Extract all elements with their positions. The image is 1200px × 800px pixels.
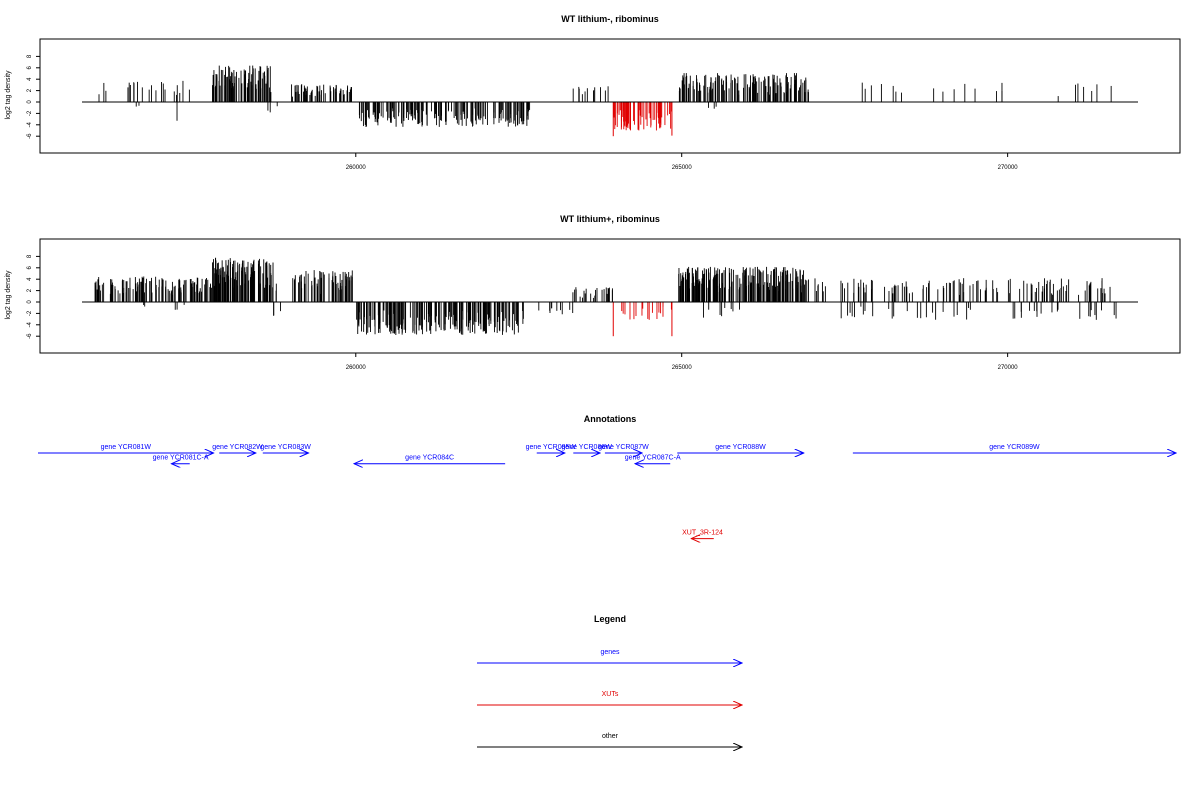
- annotation-label: gene YCR081C-A: [153, 455, 209, 462]
- y-tick-label: -2: [27, 110, 33, 116]
- x-tick-label: 265000: [672, 165, 693, 171]
- y-axis: -6 -4 -2 0 2 4 6 8: [27, 54, 40, 139]
- annotation-label: gene YCR089W: [989, 444, 1040, 451]
- y-tick-label: -4: [27, 121, 33, 127]
- density-bars: [94, 257, 1117, 337]
- y-axis: -6 -4 -2 0 2 4 6 8: [27, 254, 40, 339]
- legend-title: Legend: [594, 614, 626, 624]
- plot-frame: [39, 38, 1181, 154]
- x-axis: 260000 265000 270000: [346, 153, 1019, 171]
- annotation-label: gene YCR081W: [101, 444, 152, 451]
- panel-title: WT lithium-, ribominus: [561, 14, 659, 24]
- y-tick-label: 2: [27, 288, 33, 292]
- annotation-label: gene YCR083W: [260, 444, 311, 451]
- panel-title: WT lithium+, ribominus: [560, 214, 660, 224]
- annotation-label: XUT_3R-124: [682, 530, 723, 537]
- y-tick-label: 4: [27, 77, 33, 81]
- annotation-label: gene YCR082W: [212, 444, 263, 451]
- y-tick-label: 6: [27, 65, 33, 69]
- y-tick-label: -6: [27, 333, 33, 339]
- y-tick-label: -2: [27, 310, 33, 316]
- x-axis: 260000 265000 270000: [346, 353, 1019, 371]
- y-tick-label: 0: [27, 100, 33, 104]
- y-tick-label: -6: [27, 133, 33, 139]
- annotation-label: gene YCR084C: [405, 455, 454, 462]
- legend: Legend genes XUTs other: [477, 614, 742, 747]
- plot-frame: [39, 238, 1181, 354]
- y-tick-label: 8: [27, 54, 33, 58]
- annotation-label: gene YCR088W: [715, 444, 766, 451]
- x-tick-label: 270000: [998, 365, 1019, 371]
- y-axis-label: log2 tag density: [5, 270, 12, 320]
- y-tick-label: 8: [27, 254, 33, 258]
- annotation-label: gene YCR086W: [561, 444, 612, 451]
- panel-lithium-plus: WT lithium+, ribominus log2 tag density …: [5, 214, 1181, 371]
- x-tick-label: 270000: [998, 165, 1019, 171]
- y-tick-label: 4: [27, 277, 33, 281]
- y-tick-label: -4: [27, 321, 33, 327]
- annotations-title: Annotations: [584, 414, 637, 424]
- density-bars: [98, 65, 1112, 137]
- annotation-label: gene YCR087W: [598, 444, 649, 451]
- legend-items: genes XUTs other: [477, 649, 742, 747]
- annotation-label: gene YCR087C-A: [625, 455, 681, 462]
- y-axis-label: log2 tag density: [5, 70, 12, 120]
- y-tick-label: 2: [27, 88, 33, 92]
- y-tick-label: 0: [27, 300, 33, 304]
- x-tick-label: 265000: [672, 365, 693, 371]
- legend-label: other: [602, 733, 619, 740]
- y-tick-label: 6: [27, 265, 33, 269]
- legend-label: genes: [600, 649, 620, 656]
- annotation-label: gene YCR085W: [526, 444, 577, 451]
- legend-label: XUTs: [602, 691, 619, 698]
- panel-lithium-minus: WT lithium-, ribominus log2 tag density …: [5, 14, 1181, 171]
- x-tick-label: 260000: [346, 365, 367, 371]
- x-tick-label: 260000: [346, 165, 367, 171]
